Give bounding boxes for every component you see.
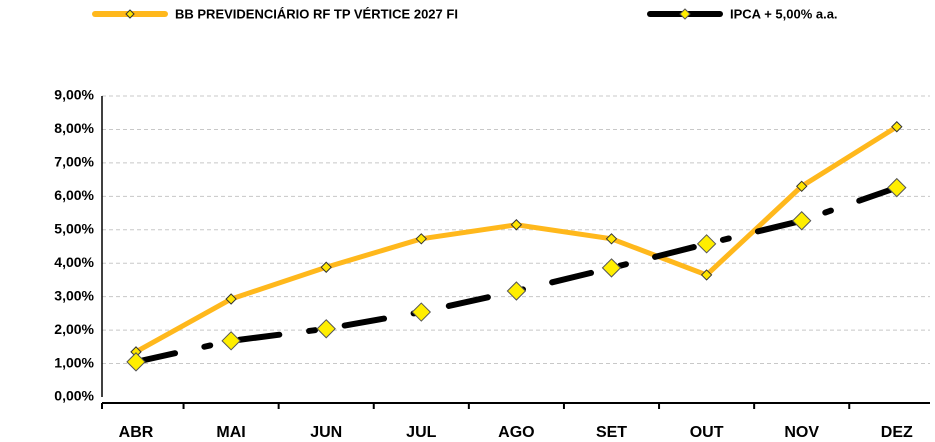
x-tick-label: JUN [310,424,342,441]
series-line [133,184,900,365]
point [887,177,907,198]
point [605,233,618,245]
legend-label: BB PREVIDENCIÁRIO RF TP VÉRTICE 2027 FI [175,6,458,21]
point [601,258,622,278]
series-line [133,124,900,355]
y-tick-label: 4,00% [54,254,94,270]
y-tick-label: 9,00% [54,87,94,103]
y-tick-label: 1,00% [54,354,94,370]
legend-marker [679,8,691,20]
point [696,234,717,254]
legend-label: IPCA + 5,00% a.a. [730,6,838,21]
y-tick-label: 5,00% [54,220,94,236]
point [225,293,237,305]
x-tick-label: AGO [498,424,534,441]
y-tick-label: 2,00% [54,321,94,337]
x-tick-label: ABR [119,424,154,441]
y-tick-label: 7,00% [54,154,94,170]
y-tick-label: 0,00% [54,388,94,404]
x-tick-label: SET [596,424,627,441]
point [510,219,523,231]
point [221,331,241,351]
point [506,281,527,301]
point [891,121,903,133]
x-tick-label: JUL [406,424,436,441]
point [411,302,432,322]
y-tick-label: 3,00% [54,287,94,303]
x-tick-label: DEZ [881,424,913,441]
x-tick-label: NOV [784,424,819,441]
point [415,233,428,245]
point [700,269,713,281]
point [316,319,336,339]
point [791,211,812,231]
point [126,352,146,372]
x-tick-label: OUT [690,424,724,441]
legend-marker [125,9,135,19]
point [795,180,808,193]
y-tick-label: 8,00% [54,120,94,136]
point [320,261,332,273]
x-tick-label: MAI [216,424,245,441]
y-tick-label: 6,00% [54,187,94,203]
